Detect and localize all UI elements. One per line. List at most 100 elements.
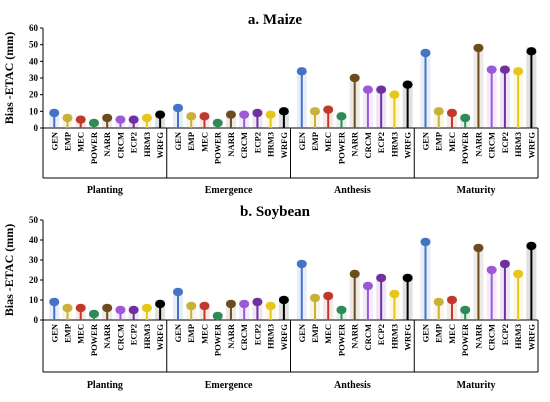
maize-stage-label: Planting	[87, 185, 123, 196]
maize-lollipop-head	[486, 65, 497, 74]
maize-y-tick-label: 60	[29, 23, 39, 33]
soybean-category-label: WRFG	[403, 324, 413, 351]
maize-category-label: POWER	[89, 131, 99, 164]
soybean-lollipop-head	[460, 305, 471, 315]
soybean-stage-label: Maturity	[457, 380, 496, 391]
soybean-category-label: ECP2	[252, 324, 262, 345]
maize-y-tick-label: 20	[29, 90, 39, 100]
soybean-lollipop-head	[323, 291, 334, 301]
soybean-lollipop-head	[420, 237, 431, 247]
soybean-category-label: WRFG	[279, 324, 289, 351]
maize-y-axis-label: Bias -ETAC (mm)	[2, 32, 16, 124]
soybean-category-label: NARR	[473, 323, 483, 348]
maize-lollipop-head	[225, 110, 236, 119]
maize-category-label: MEC	[323, 132, 333, 152]
maize-lollipop-head	[446, 108, 457, 118]
maize-lollipop-head	[323, 105, 334, 114]
soybean-category-label: NARR	[350, 323, 360, 348]
soybean-category-label: GEN	[49, 323, 59, 342]
soybean-category-label: GEN	[173, 323, 183, 342]
soybean-lollipop-head	[376, 273, 387, 283]
soybean-category-label: CRCM	[239, 324, 249, 350]
maize-category-label: EMP	[62, 132, 72, 151]
soybean-lollipop-head	[102, 303, 113, 313]
soybean-lollipop-head	[49, 297, 60, 307]
soybean-lollipop-head	[141, 303, 152, 313]
maize-lollipop-head	[173, 103, 183, 113]
soybean-stage-label: Anthesis	[334, 380, 371, 391]
maize-lollipop-head	[526, 47, 537, 56]
maize-lollipop-head	[265, 110, 276, 119]
soybean-category-label: ECP2	[129, 324, 139, 345]
maize-lollipop-head	[362, 85, 373, 94]
maize-lollipop-head	[128, 115, 139, 124]
soybean-lollipop-head	[499, 259, 510, 269]
maize-category-label: HRM3	[142, 132, 152, 157]
soybean-lollipop-head	[389, 289, 400, 299]
maize-lollipop-head	[296, 67, 307, 76]
soybean-category-label: EMP	[310, 324, 320, 343]
soybean-lollipop-head	[473, 243, 484, 253]
maize-category-label: CRCM	[115, 132, 125, 158]
soybean-lollipop-head	[155, 299, 166, 309]
soybean-lollipop-head	[362, 281, 373, 291]
maize-category-label: MEC	[199, 132, 209, 152]
maize-category-label: POWER	[213, 131, 223, 164]
maize-category-label: EMP	[434, 132, 444, 151]
maize-y-tick-label: 10	[29, 106, 39, 116]
maize-lollipop-head	[513, 67, 524, 76]
maize-category-label: CRCM	[239, 132, 249, 158]
maize-category-label: WRFG	[403, 132, 413, 159]
maize-category-label: EMP	[186, 132, 196, 151]
maize-category-label: WRFG	[155, 132, 165, 159]
soybean-category-label: NARR	[226, 323, 236, 348]
soybean-y-tick-label: 50	[29, 215, 39, 225]
maize-y-tick-label: 0	[34, 123, 39, 133]
maize-lollipop-head	[420, 48, 431, 58]
soybean-category-label: WRFG	[155, 324, 165, 351]
soybean-category-label: EMP	[434, 324, 444, 343]
maize-lollipop-head	[102, 113, 113, 123]
maize-category-label: GEN	[49, 131, 59, 150]
maize-y-tick-label: 30	[29, 73, 39, 83]
maize-y-tick-label: 50	[29, 40, 39, 50]
soybean-lollipop-head	[349, 269, 360, 279]
soybean-lollipop-head	[173, 287, 183, 297]
maize-lollipop-head	[141, 113, 152, 123]
maize-lollipop-head	[278, 107, 289, 116]
maize-category-label: HRM3	[513, 132, 523, 157]
soybean-category-label: HRM3	[513, 324, 523, 349]
maize-lollipop-head	[309, 107, 320, 116]
soybean-y-tick-label: 10	[29, 295, 39, 305]
soybean-lollipop-head	[336, 305, 347, 315]
maize-category-label: MEC	[447, 132, 457, 152]
maize-category-label: CRCM	[363, 132, 373, 158]
soybean-y-tick-label: 30	[29, 255, 39, 265]
maize-lollipop-head	[49, 108, 60, 118]
maize-lollipop-head	[402, 80, 413, 89]
soybean-lollipop-head	[62, 303, 73, 313]
soybean-category-label: GEN	[421, 323, 431, 342]
soybean-category-label: MEC	[199, 324, 209, 344]
soybean-category-label: GEN	[297, 323, 307, 342]
soybean-category-label: WRFG	[526, 324, 536, 351]
maize-lollipop-head	[389, 90, 400, 99]
maize-category-label: GEN	[421, 131, 431, 150]
maize-category-label: MEC	[76, 132, 86, 152]
soybean-lollipop-head	[402, 273, 413, 283]
soybean-lollipop-head	[115, 305, 126, 315]
maize-lollipop-head	[460, 113, 471, 123]
maize-category-label: NARR	[473, 131, 483, 156]
soybean-chart-title: b. Soybean	[240, 204, 311, 220]
soybean-category-label: POWER	[89, 323, 99, 356]
maize-lollipop-head	[115, 115, 126, 124]
soybean-category-label: MEC	[447, 324, 457, 344]
maize-chart-title: a. Maize	[248, 12, 302, 28]
soybean-lollipop-head	[186, 301, 197, 311]
maize-category-label: NARR	[226, 131, 236, 156]
soybean-lollipop-head	[513, 269, 524, 279]
maize-lollipop-head	[473, 43, 484, 53]
maize-category-label: GEN	[173, 131, 183, 150]
soybean-category-label: CRCM	[487, 324, 497, 350]
